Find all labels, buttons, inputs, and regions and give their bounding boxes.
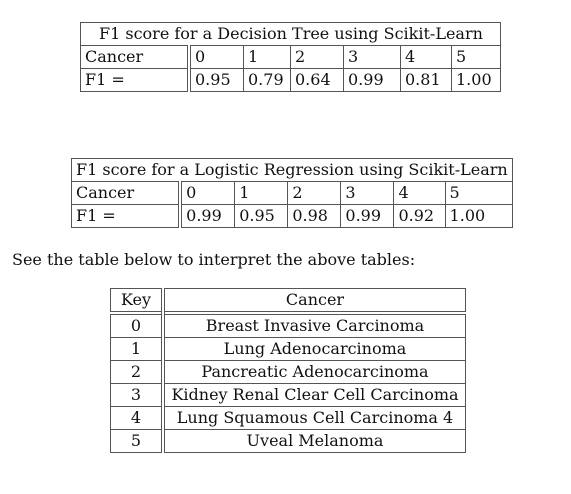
row-label: F1 =	[71, 204, 183, 228]
header-cell: 0	[179, 181, 236, 205]
score-cell: 0.99	[179, 204, 236, 228]
table-row: 5 Uveal Melanoma	[110, 429, 466, 453]
header-cell: 2	[287, 181, 342, 205]
score-cell: 1.00	[444, 204, 513, 228]
table-title: F1 score for a Decision Tree using Sciki…	[80, 22, 501, 46]
cancer-key-table: Key Cancer 0 Breast Invasive Carcinoma 1…	[110, 288, 466, 453]
score-cell: 0.64	[290, 68, 344, 92]
key-header: Key	[110, 288, 165, 314]
cancer-cell: Kidney Renal Clear Cell Carcinoma	[162, 383, 466, 407]
table-row: 4 Lung Squamous Cell Carcinoma 4	[110, 406, 466, 430]
table-row: F1 = 0.95 0.79 0.64 0.99 0.81 1.00	[80, 68, 501, 92]
header-cell: 0	[188, 45, 244, 69]
score-cell: 0.81	[400, 68, 452, 92]
header-cell: 5	[444, 181, 513, 205]
table-row: F1 = 0.99 0.95 0.98 0.99 0.92 1.00	[71, 204, 513, 228]
score-cell: 0.95	[188, 68, 244, 92]
score-cell: 0.95	[234, 204, 289, 228]
table-row: 0 Breast Invasive Carcinoma	[110, 311, 466, 338]
key-cell: 1	[110, 337, 165, 361]
score-cell: 1.00	[451, 68, 501, 92]
table-header-row: Cancer 0 1 2 3 4 5	[80, 45, 501, 69]
cancer-cell: Uveal Melanoma	[162, 429, 466, 453]
table-row: 3 Kidney Renal Clear Cell Carcinoma	[110, 383, 466, 407]
logistic-regression-f1-table: F1 score for a Logistic Regression using…	[71, 158, 513, 228]
header-cell: 1	[234, 181, 289, 205]
header-cell: 1	[243, 45, 291, 69]
header-cell: 3	[343, 45, 401, 69]
key-cell: 2	[110, 360, 165, 384]
header-cell: 3	[340, 181, 395, 205]
header-cell: 4	[400, 45, 452, 69]
header-cell: Cancer	[80, 45, 191, 69]
row-label: F1 =	[80, 68, 191, 92]
table-header-row: Cancer 0 1 2 3 4 5	[71, 181, 513, 205]
decision-tree-f1-table: F1 score for a Decision Tree using Sciki…	[80, 22, 501, 92]
header-cell: 4	[393, 181, 446, 205]
cancer-cell: Breast Invasive Carcinoma	[162, 311, 466, 338]
key-cell: 3	[110, 383, 165, 407]
score-cell: 0.79	[243, 68, 291, 92]
cancer-header: Cancer	[162, 288, 466, 314]
cancer-cell: Pancreatic Adenocarcinoma	[162, 360, 466, 384]
table-header-row: Key Cancer	[110, 288, 466, 314]
cancer-cell: Lung Adenocarcinoma	[162, 337, 466, 361]
cancer-cell: Lung Squamous Cell Carcinoma 4	[162, 406, 466, 430]
score-cell: 0.99	[340, 204, 395, 228]
score-cell: 0.99	[343, 68, 401, 92]
key-cell: 0	[110, 311, 165, 338]
table-row: 1 Lung Adenocarcinoma	[110, 337, 466, 361]
key-cell: 4	[110, 406, 165, 430]
table-row: 2 Pancreatic Adenocarcinoma	[110, 360, 466, 384]
key-cell: 5	[110, 429, 165, 453]
header-cell: Cancer	[71, 181, 183, 205]
table-title: F1 score for a Logistic Regression using…	[71, 158, 513, 182]
score-cell: 0.92	[393, 204, 446, 228]
header-cell: 2	[290, 45, 344, 69]
header-cell: 5	[451, 45, 501, 69]
interpretation-note: See the table below to interpret the abo…	[12, 250, 416, 269]
score-cell: 0.98	[287, 204, 342, 228]
